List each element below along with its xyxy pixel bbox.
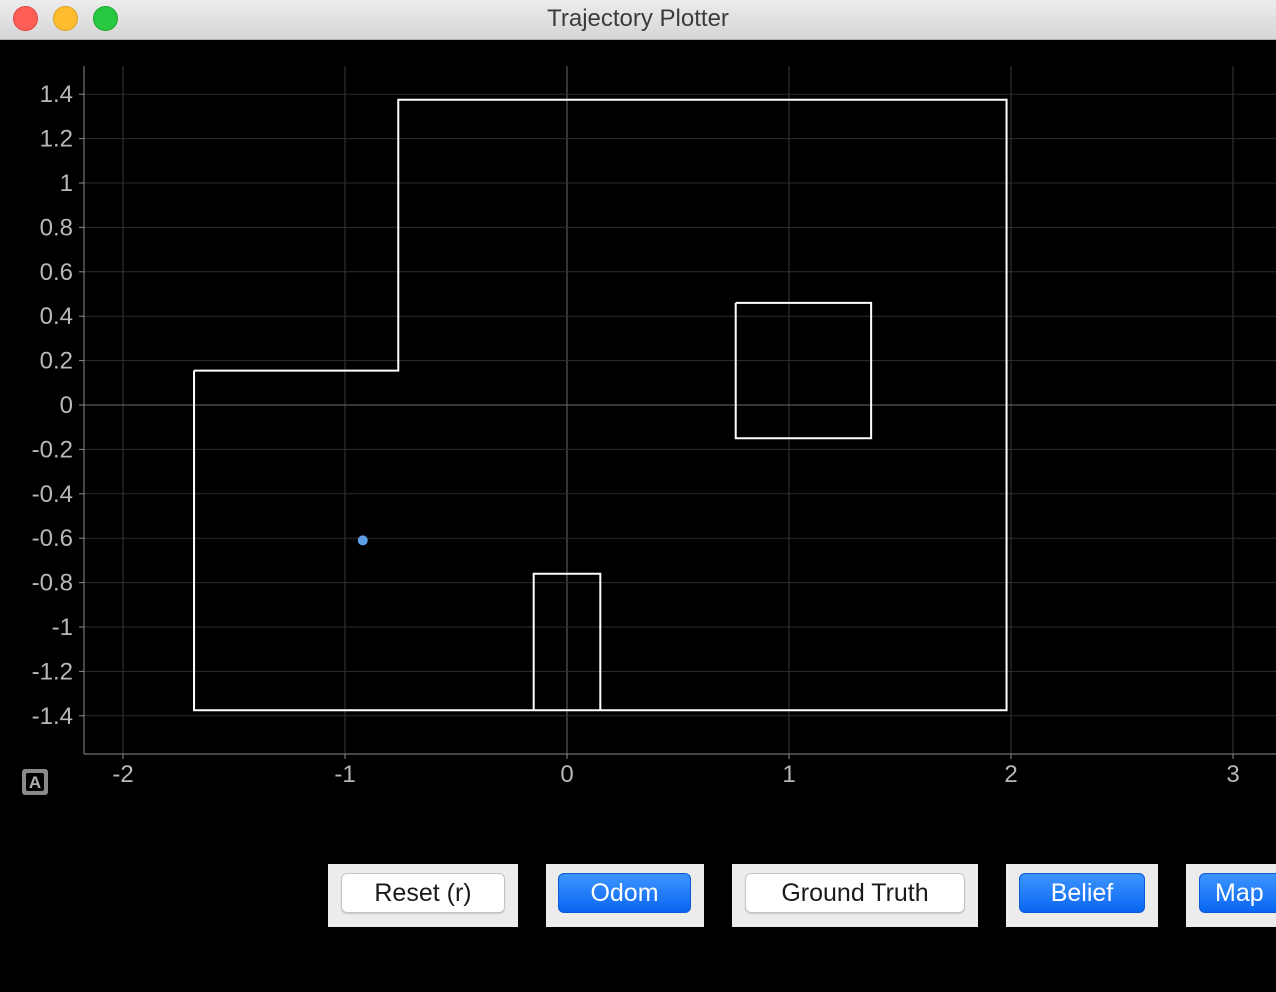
ground-truth-button[interactable]: Ground Truth [745,873,965,913]
y-tick-label: -0.8 [32,570,73,597]
y-tick-label: 1 [60,170,73,197]
map-outline-line [193,98,1008,712]
trajectory-plot[interactable]: -2 -1 0 1 2 3 1.4 1.2 1 0.8 0.6 0.4 0.2 0 -0.2 -0.4 -0.6… [0,40,1276,800]
map-outline-line [734,301,873,440]
autoscale-icon: A [26,773,44,792]
y-tick-label: 0.2 [40,348,73,375]
x-tick-label: 0 [560,761,573,788]
autoscale-button[interactable]: A [22,769,48,795]
belief-button-panel: Belief [1006,864,1158,927]
zoom-button[interactable] [93,6,118,31]
y-tick-label: 1.4 [40,81,73,108]
y-tick-label: -1.4 [32,703,73,730]
x-tick-label: -2 [112,761,133,788]
reset-button[interactable]: Reset (r) [341,873,505,913]
y-tick-label: -0.6 [32,525,73,552]
x-tick-label: 2 [1004,761,1017,788]
y-tick-label: 0 [60,392,73,419]
map-button[interactable]: Map [1199,873,1276,913]
window-title: Trajectory Plotter [547,5,729,32]
x-tick-label: 3 [1226,761,1239,788]
y-tick-label: 1.2 [40,126,73,153]
odom-button-panel: Odom [546,864,704,927]
belief-button[interactable]: Belief [1019,873,1145,913]
close-button[interactable] [13,6,38,31]
x-tick-label: 1 [782,761,795,788]
odom-button[interactable]: Odom [558,873,691,913]
x-tick-label: -1 [334,761,355,788]
title-bar: Trajectory Plotter [0,0,1276,40]
y-tick-label: 0.6 [40,259,73,286]
y-tick-label: 0.4 [40,303,73,330]
y-tick-label: -0.4 [32,481,73,508]
ground-truth-button-panel: Ground Truth [732,864,978,927]
robot-position-point [357,535,368,546]
y-tick-label: -1 [52,614,73,641]
y-tick-label: -0.2 [32,436,73,463]
reset-button-panel: Reset (r) [328,864,518,927]
y-tick-label: 0.8 [40,214,73,241]
y-tick-label: -1.2 [32,658,73,685]
minimize-button[interactable] [53,6,78,31]
map-button-panel: Map [1186,864,1276,927]
